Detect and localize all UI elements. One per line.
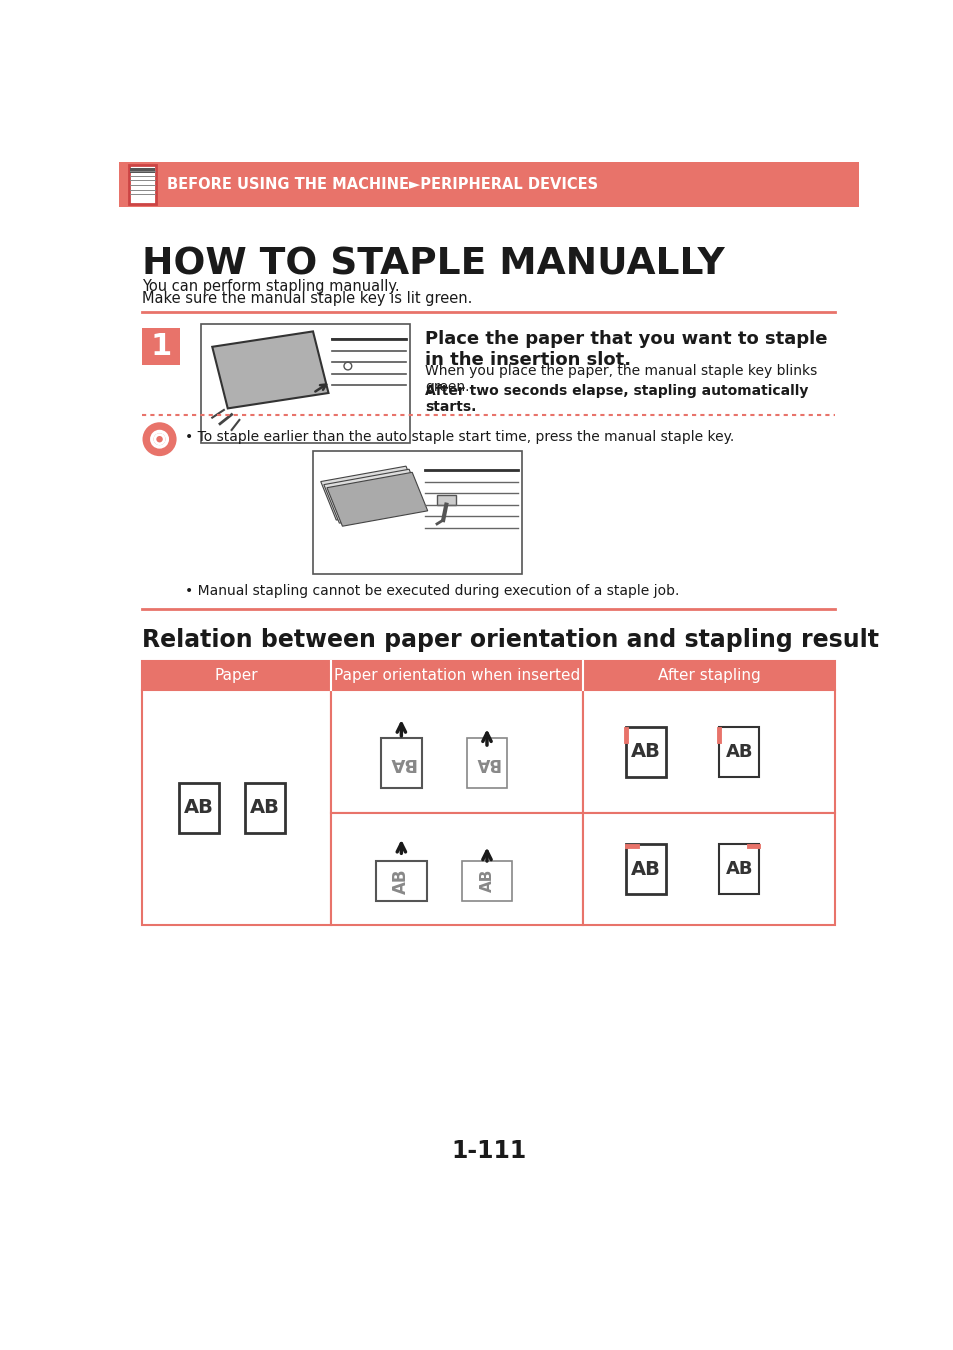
Text: You can perform stapling manually.: You can perform stapling manually. — [142, 279, 399, 294]
Text: After stapling: After stapling — [657, 668, 760, 683]
Bar — [625, 726, 665, 776]
Bar — [200, 324, 410, 443]
Text: 1: 1 — [151, 332, 172, 360]
Bar — [582, 690, 835, 814]
Text: • To staple earlier than the auto staple start time, press the manual staple key: • To staple earlier than the auto staple… — [185, 429, 734, 444]
Text: When you place the paper, the manual staple key blinks
green.: When you place the paper, the manual sta… — [425, 363, 817, 394]
Polygon shape — [212, 331, 328, 409]
Bar — [119, 162, 858, 207]
Bar — [331, 814, 582, 925]
Text: AB: AB — [250, 798, 279, 817]
Text: AB: AB — [630, 743, 660, 761]
Bar — [245, 783, 285, 833]
Bar — [130, 169, 154, 173]
Text: BA: BA — [474, 755, 499, 772]
Text: Place the paper that you want to staple
in the insertion slot.: Place the paper that you want to staple … — [425, 329, 827, 369]
Text: After two seconds elapse, stapling automatically
starts.: After two seconds elapse, stapling autom… — [425, 383, 808, 414]
Bar — [719, 726, 759, 776]
Bar — [178, 783, 219, 833]
Bar — [375, 861, 426, 900]
Text: Paper: Paper — [214, 668, 258, 683]
Text: AB: AB — [392, 868, 410, 894]
Bar — [142, 328, 179, 365]
Text: Make sure the manual staple key is lit green.: Make sure the manual staple key is lit g… — [142, 292, 473, 306]
Text: BA: BA — [387, 755, 415, 772]
Circle shape — [142, 423, 176, 456]
Bar — [142, 662, 835, 690]
Text: HOW TO STAPLE MANUALLY: HOW TO STAPLE MANUALLY — [142, 247, 724, 282]
Bar — [331, 690, 582, 814]
Polygon shape — [327, 472, 427, 526]
Text: Relation between paper orientation and stapling result: Relation between paper orientation and s… — [142, 628, 879, 652]
Bar — [625, 844, 665, 894]
Bar — [381, 738, 421, 788]
Bar — [461, 861, 512, 900]
Circle shape — [344, 362, 352, 370]
Text: BEFORE USING THE MACHINE►PERIPHERAL DEVICES: BEFORE USING THE MACHINE►PERIPHERAL DEVI… — [167, 177, 598, 192]
Bar — [313, 451, 521, 574]
Bar — [719, 844, 759, 894]
Text: • Manual stapling cannot be executed during execution of a staple job.: • Manual stapling cannot be executed dur… — [185, 585, 679, 598]
Text: AB: AB — [630, 860, 660, 879]
Bar — [436, 495, 456, 505]
Text: 1-111: 1-111 — [451, 1139, 526, 1164]
Text: AB: AB — [725, 743, 752, 761]
Bar — [466, 738, 507, 788]
Bar — [129, 165, 156, 204]
Text: AB: AB — [184, 798, 213, 817]
Text: Paper orientation when inserted: Paper orientation when inserted — [334, 668, 579, 683]
Polygon shape — [320, 466, 421, 520]
Text: AB: AB — [479, 869, 494, 892]
Polygon shape — [323, 470, 424, 524]
Bar — [582, 814, 835, 925]
Text: AB: AB — [725, 860, 752, 879]
Bar — [142, 690, 331, 925]
